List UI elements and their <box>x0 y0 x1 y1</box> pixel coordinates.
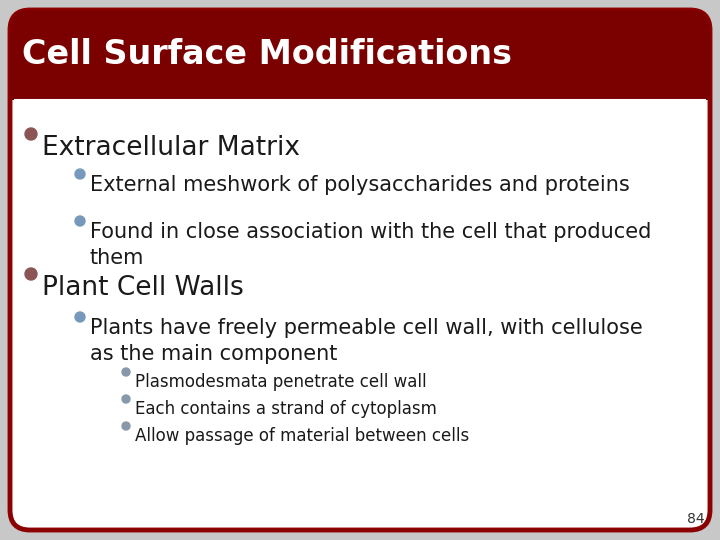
Text: External meshwork of polysaccharides and proteins: External meshwork of polysaccharides and… <box>90 175 630 195</box>
Text: Plant Cell Walls: Plant Cell Walls <box>42 275 244 301</box>
Text: Cell Surface Modifications: Cell Surface Modifications <box>22 38 512 71</box>
Circle shape <box>25 128 37 140</box>
Circle shape <box>122 395 130 403</box>
Circle shape <box>75 312 85 322</box>
Text: Plants have freely permeable cell wall, with cellulose
as the main component: Plants have freely permeable cell wall, … <box>90 318 643 363</box>
Text: Plasmodesmata penetrate cell wall: Plasmodesmata penetrate cell wall <box>135 373 427 391</box>
Circle shape <box>75 216 85 226</box>
Bar <box>10 55 710 100</box>
Text: Each contains a strand of cytoplasm: Each contains a strand of cytoplasm <box>135 400 437 418</box>
Circle shape <box>122 368 130 376</box>
FancyBboxPatch shape <box>10 10 710 530</box>
Circle shape <box>75 169 85 179</box>
FancyBboxPatch shape <box>10 10 710 100</box>
Circle shape <box>25 268 37 280</box>
Text: Allow passage of material between cells: Allow passage of material between cells <box>135 427 469 445</box>
Circle shape <box>122 422 130 430</box>
Text: Extracellular Matrix: Extracellular Matrix <box>42 135 300 161</box>
Text: 84: 84 <box>688 512 705 526</box>
Text: Found in close association with the cell that produced
them: Found in close association with the cell… <box>90 222 652 268</box>
